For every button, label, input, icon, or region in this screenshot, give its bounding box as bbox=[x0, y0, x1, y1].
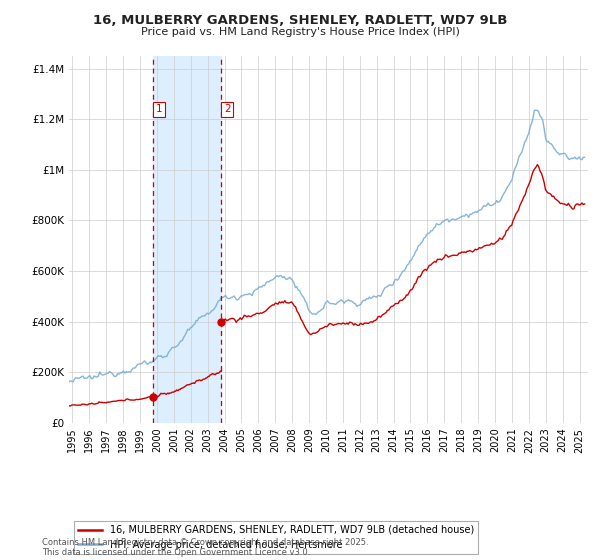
Legend: 16, MULBERRY GARDENS, SHENLEY, RADLETT, WD7 9LB (detached house), HPI: Average p: 16, MULBERRY GARDENS, SHENLEY, RADLETT, … bbox=[74, 521, 478, 554]
Bar bbox=[154, 56, 221, 423]
Text: Contains HM Land Registry data © Crown copyright and database right 2025.
This d: Contains HM Land Registry data © Crown c… bbox=[42, 538, 368, 557]
Text: 1: 1 bbox=[156, 104, 163, 114]
Text: 16, MULBERRY GARDENS, SHENLEY, RADLETT, WD7 9LB: 16, MULBERRY GARDENS, SHENLEY, RADLETT, … bbox=[93, 14, 507, 27]
Text: Price paid vs. HM Land Registry's House Price Index (HPI): Price paid vs. HM Land Registry's House … bbox=[140, 27, 460, 37]
Text: 2: 2 bbox=[224, 104, 230, 114]
